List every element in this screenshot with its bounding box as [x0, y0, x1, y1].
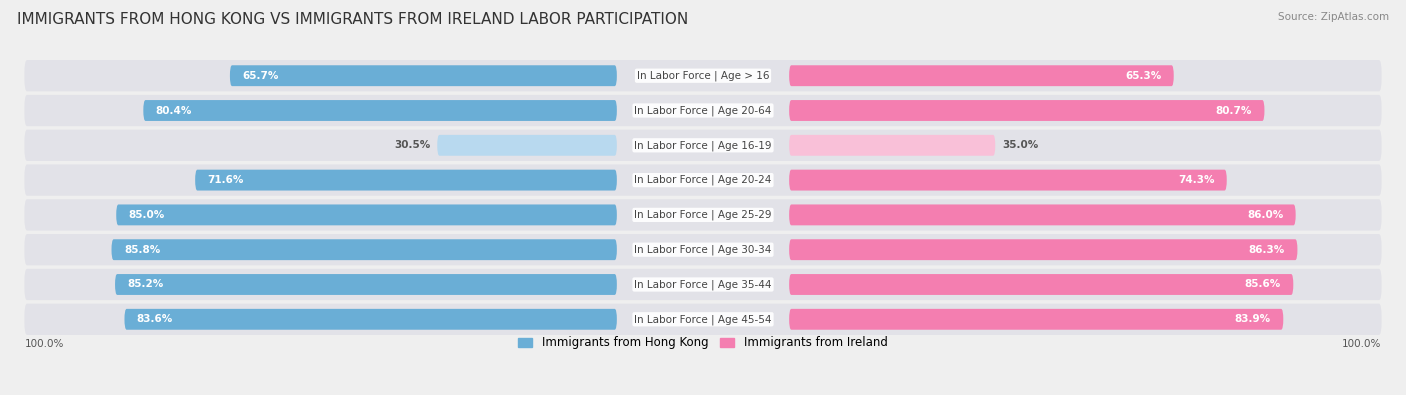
Text: 85.0%: 85.0%: [128, 210, 165, 220]
Text: Source: ZipAtlas.com: Source: ZipAtlas.com: [1278, 12, 1389, 22]
FancyBboxPatch shape: [789, 205, 1296, 225]
Text: 80.7%: 80.7%: [1216, 105, 1253, 115]
FancyBboxPatch shape: [24, 199, 1382, 231]
FancyBboxPatch shape: [24, 130, 1382, 161]
FancyBboxPatch shape: [24, 304, 1382, 335]
Text: 30.5%: 30.5%: [394, 140, 430, 150]
Text: 85.6%: 85.6%: [1244, 280, 1281, 290]
FancyBboxPatch shape: [24, 269, 1382, 300]
Text: 86.3%: 86.3%: [1249, 245, 1285, 255]
Text: In Labor Force | Age 16-19: In Labor Force | Age 16-19: [634, 140, 772, 150]
FancyBboxPatch shape: [115, 274, 617, 295]
Text: 86.0%: 86.0%: [1247, 210, 1284, 220]
Text: 74.3%: 74.3%: [1178, 175, 1215, 185]
Text: In Labor Force | Age 20-64: In Labor Force | Age 20-64: [634, 105, 772, 116]
Text: 35.0%: 35.0%: [1002, 140, 1039, 150]
Text: 100.0%: 100.0%: [1343, 339, 1382, 349]
FancyBboxPatch shape: [195, 170, 617, 190]
FancyBboxPatch shape: [789, 239, 1298, 260]
FancyBboxPatch shape: [789, 309, 1284, 330]
Text: In Labor Force | Age 20-24: In Labor Force | Age 20-24: [634, 175, 772, 185]
Text: 85.2%: 85.2%: [128, 280, 163, 290]
Text: 83.6%: 83.6%: [136, 314, 173, 324]
FancyBboxPatch shape: [229, 65, 617, 86]
Text: 83.9%: 83.9%: [1234, 314, 1271, 324]
Text: 65.3%: 65.3%: [1125, 71, 1161, 81]
Text: IMMIGRANTS FROM HONG KONG VS IMMIGRANTS FROM IRELAND LABOR PARTICIPATION: IMMIGRANTS FROM HONG KONG VS IMMIGRANTS …: [17, 12, 688, 27]
Text: In Labor Force | Age 30-34: In Labor Force | Age 30-34: [634, 245, 772, 255]
Text: 71.6%: 71.6%: [208, 175, 243, 185]
Text: 100.0%: 100.0%: [24, 339, 63, 349]
FancyBboxPatch shape: [117, 205, 617, 225]
Text: In Labor Force | Age 35-44: In Labor Force | Age 35-44: [634, 279, 772, 290]
FancyBboxPatch shape: [24, 60, 1382, 91]
Text: 65.7%: 65.7%: [242, 71, 278, 81]
FancyBboxPatch shape: [24, 164, 1382, 196]
Text: In Labor Force | Age 25-29: In Labor Force | Age 25-29: [634, 210, 772, 220]
FancyBboxPatch shape: [24, 95, 1382, 126]
FancyBboxPatch shape: [437, 135, 617, 156]
FancyBboxPatch shape: [789, 65, 1174, 86]
Text: In Labor Force | Age > 16: In Labor Force | Age > 16: [637, 70, 769, 81]
FancyBboxPatch shape: [789, 274, 1294, 295]
Text: 85.8%: 85.8%: [124, 245, 160, 255]
Text: In Labor Force | Age 45-54: In Labor Force | Age 45-54: [634, 314, 772, 325]
FancyBboxPatch shape: [111, 239, 617, 260]
FancyBboxPatch shape: [143, 100, 617, 121]
Legend: Immigrants from Hong Kong, Immigrants from Ireland: Immigrants from Hong Kong, Immigrants fr…: [519, 337, 887, 350]
FancyBboxPatch shape: [789, 135, 995, 156]
Text: 80.4%: 80.4%: [156, 105, 193, 115]
FancyBboxPatch shape: [24, 234, 1382, 265]
FancyBboxPatch shape: [125, 309, 617, 330]
FancyBboxPatch shape: [789, 100, 1264, 121]
FancyBboxPatch shape: [789, 170, 1227, 190]
